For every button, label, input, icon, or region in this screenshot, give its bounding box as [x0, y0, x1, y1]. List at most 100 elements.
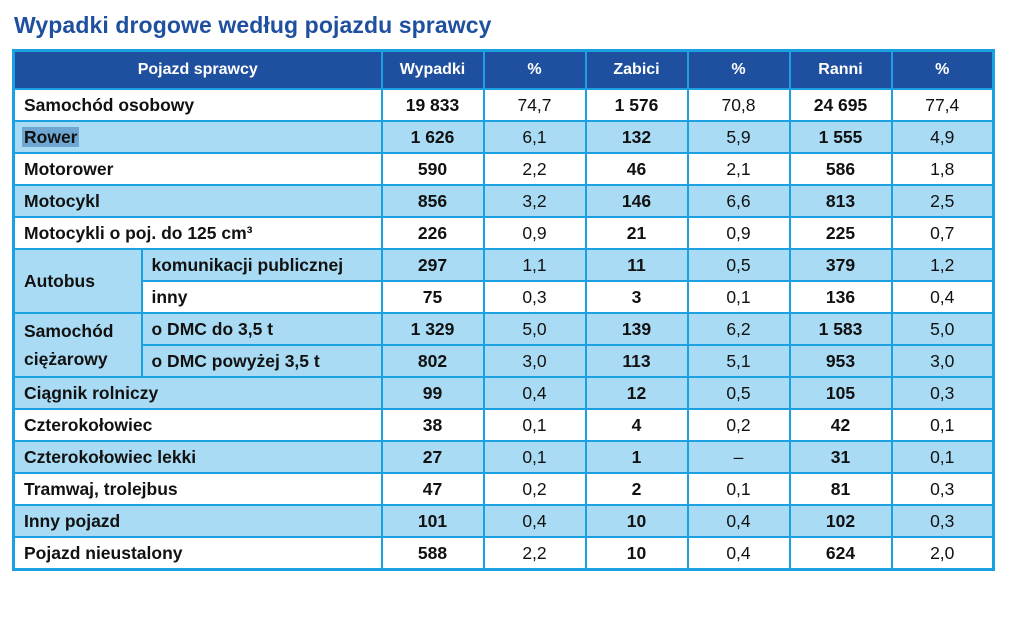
row-name: o DMC powyżej 3,5 t: [140, 344, 383, 378]
cell-accidents-pct: 1,1: [482, 248, 587, 282]
row-name: Czterokołowiec: [12, 408, 383, 442]
row-name: Czterokołowiec lekki: [12, 440, 383, 474]
cell-injured-pct: 1,8: [890, 152, 995, 186]
cell-accidents: 1 329: [380, 312, 485, 346]
cell-accidents-pct: 0,9: [482, 216, 587, 250]
cell-killed-pct: 70,8: [686, 88, 791, 122]
cell-killed: 21: [584, 216, 689, 250]
cell-accidents: 75: [380, 280, 485, 314]
cell-killed: 46: [584, 152, 689, 186]
cell-accidents-pct: 74,7: [482, 88, 587, 122]
cell-killed-pct: 6,6: [686, 184, 791, 218]
row-name: inny: [140, 280, 383, 314]
cell-killed-pct: 0,2: [686, 408, 791, 442]
header-killed: Zabici: [584, 49, 689, 90]
cell-killed-pct: 0,9: [686, 216, 791, 250]
cell-killed-pct: 0,1: [686, 472, 791, 506]
row-name: Rower: [12, 120, 383, 154]
cell-killed-pct: 0,1: [686, 280, 791, 314]
cell-accidents: 802: [380, 344, 485, 378]
row-name: Motocykli o poj. do 125 cm³: [12, 216, 383, 250]
cell-accidents-pct: 0,1: [482, 408, 587, 442]
page-title: Wypadki drogowe według pojazdu sprawcy: [14, 12, 492, 38]
header-killed-pct: %: [686, 49, 791, 90]
cell-accidents: 27: [380, 440, 485, 474]
cell-injured-pct: 0,4: [890, 280, 995, 314]
cell-killed-pct: 6,2: [686, 312, 791, 346]
cell-killed: 132: [584, 120, 689, 154]
cell-accidents-pct: 6,1: [482, 120, 587, 154]
group-label-bus: Autobus: [12, 248, 143, 314]
row-name: o DMC do 3,5 t: [140, 312, 383, 346]
cell-accidents-pct: 2,2: [482, 152, 587, 186]
cell-killed: 11: [584, 248, 689, 282]
cell-accidents-pct: 3,0: [482, 344, 587, 378]
header-accidents: Wypadki: [380, 49, 485, 90]
cell-accidents-pct: 2,2: [482, 536, 587, 571]
cell-killed: 2: [584, 472, 689, 506]
cell-killed: 113: [584, 344, 689, 378]
cell-accidents: 297: [380, 248, 485, 282]
cell-killed: 139: [584, 312, 689, 346]
table-row: inny 75 0,3 3 0,1 136 0,4: [14, 280, 995, 314]
row-name: Inny pojazd: [12, 504, 383, 538]
row-name: komunikacji publicznej: [140, 248, 383, 282]
table-row: Czterokołowiec 38 0,1 4 0,2 42 0,1: [12, 408, 995, 442]
cell-accidents-pct: 0,2: [482, 472, 587, 506]
cell-killed: 1 576: [584, 88, 689, 122]
header-injured: Ranni: [788, 49, 893, 90]
cell-injured: 42: [788, 408, 893, 442]
cell-injured: 379: [788, 248, 893, 282]
cell-killed-pct: 5,9: [686, 120, 791, 154]
cell-killed: 1: [584, 440, 689, 474]
table-row: Ciągnik rolniczy 99 0,4 12 0,5 105 0,3: [12, 376, 995, 410]
cell-injured-pct: 4,9: [890, 120, 995, 154]
cell-injured: 813: [788, 184, 893, 218]
cell-injured: 31: [788, 440, 893, 474]
cell-injured-pct: 2,0: [890, 536, 995, 571]
cell-killed-pct: 5,1: [686, 344, 791, 378]
cell-accidents-pct: 0,4: [482, 504, 587, 538]
cell-injured-pct: 0,7: [890, 216, 995, 250]
cell-injured-pct: 0,1: [890, 408, 995, 442]
row-name: Ciągnik rolniczy: [12, 376, 383, 410]
cell-injured: 953: [788, 344, 893, 378]
table-row: Rower 1 626 6,1 132 5,9 1 555 4,9: [12, 120, 995, 154]
selected-text[interactable]: Rower: [22, 126, 80, 147]
cell-accidents: 1 626: [380, 120, 485, 154]
cell-accidents: 226: [380, 216, 485, 250]
cell-injured: 81: [788, 472, 893, 506]
row-name: Pojazd nieustalony: [12, 536, 383, 571]
table-row: Czterokołowiec lekki 27 0,1 1 – 31 0,1: [12, 440, 995, 474]
cell-injured: 24 695: [788, 88, 893, 122]
cell-accidents: 47: [380, 472, 485, 506]
group-label-truck: Samochód ciężarowy: [12, 312, 143, 378]
accidents-table: Pojazd sprawcy Wypadki % Zabici % Ranni …: [12, 49, 995, 571]
cell-accidents-pct: 3,2: [482, 184, 587, 218]
cell-injured: 1 583: [788, 312, 893, 346]
cell-killed: 10: [584, 504, 689, 538]
table-row: Motocykl 856 3,2 146 6,6 813 2,5: [12, 184, 995, 218]
table-header-row: Pojazd sprawcy Wypadki % Zabici % Ranni …: [12, 49, 995, 90]
cell-killed: 3: [584, 280, 689, 314]
cell-killed: 12: [584, 376, 689, 410]
row-name: Motorower: [12, 152, 383, 186]
cell-injured: 624: [788, 536, 893, 571]
cell-injured: 586: [788, 152, 893, 186]
cell-injured: 225: [788, 216, 893, 250]
table-row: Autobus komunikacji publicznej 297 1,1 1…: [12, 248, 995, 314]
cell-injured-pct: 2,5: [890, 184, 995, 218]
cell-injured: 136: [788, 280, 893, 314]
cell-killed-pct: 2,1: [686, 152, 791, 186]
table-row: Motocykli o poj. do 125 cm³ 226 0,9 21 0…: [12, 216, 995, 250]
cell-injured-pct: 0,3: [890, 504, 995, 538]
cell-killed: 146: [584, 184, 689, 218]
cell-injured-pct: 5,0: [890, 312, 995, 346]
header-injured-pct: %: [890, 49, 995, 90]
cell-accidents-pct: 0,4: [482, 376, 587, 410]
row-name: Motocykl: [12, 184, 383, 218]
table-row: Samochód ciężarowy o DMC do 3,5 t 1 329 …: [12, 312, 995, 378]
cell-killed-pct: –: [686, 440, 791, 474]
row-name: Samochód osobowy: [12, 88, 383, 122]
cell-accidents: 19 833: [380, 88, 485, 122]
